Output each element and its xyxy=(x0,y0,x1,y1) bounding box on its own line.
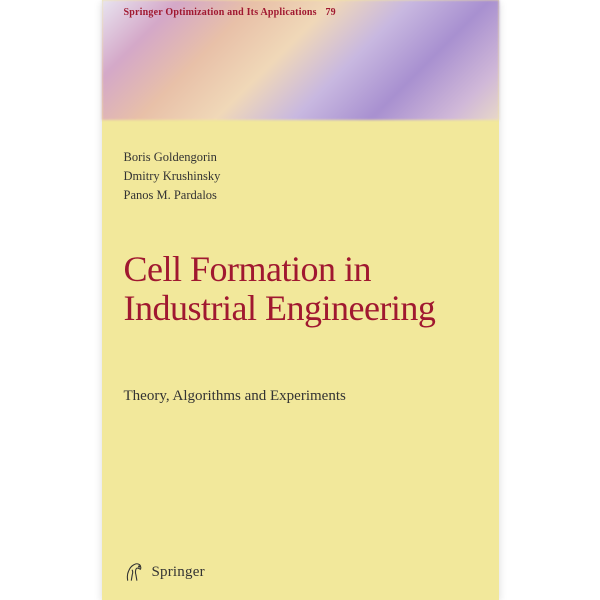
series-number: 79 xyxy=(325,7,335,18)
springer-horse-icon xyxy=(124,560,146,584)
author-1: Boris Goldengorin xyxy=(124,148,221,167)
book-subtitle: Theory, Algorithms and Experiments xyxy=(124,388,346,405)
publisher-name: Springer xyxy=(152,564,205,581)
publisher-block: Springer xyxy=(124,560,205,584)
series-name: Springer Optimization and Its Applicatio… xyxy=(124,7,317,18)
book-cover: Springer Optimization and Its Applicatio… xyxy=(102,0,499,600)
author-3: Panos M. Pardalos xyxy=(124,186,221,205)
series-line: Springer Optimization and Its Applicatio… xyxy=(124,7,336,18)
author-2: Dmitry Krushinsky xyxy=(124,167,221,186)
authors-block: Boris Goldengorin Dmitry Krushinsky Pano… xyxy=(124,148,221,204)
book-title: Cell Formation in Industrial Engineering xyxy=(124,250,471,328)
gradient-band xyxy=(102,0,499,120)
